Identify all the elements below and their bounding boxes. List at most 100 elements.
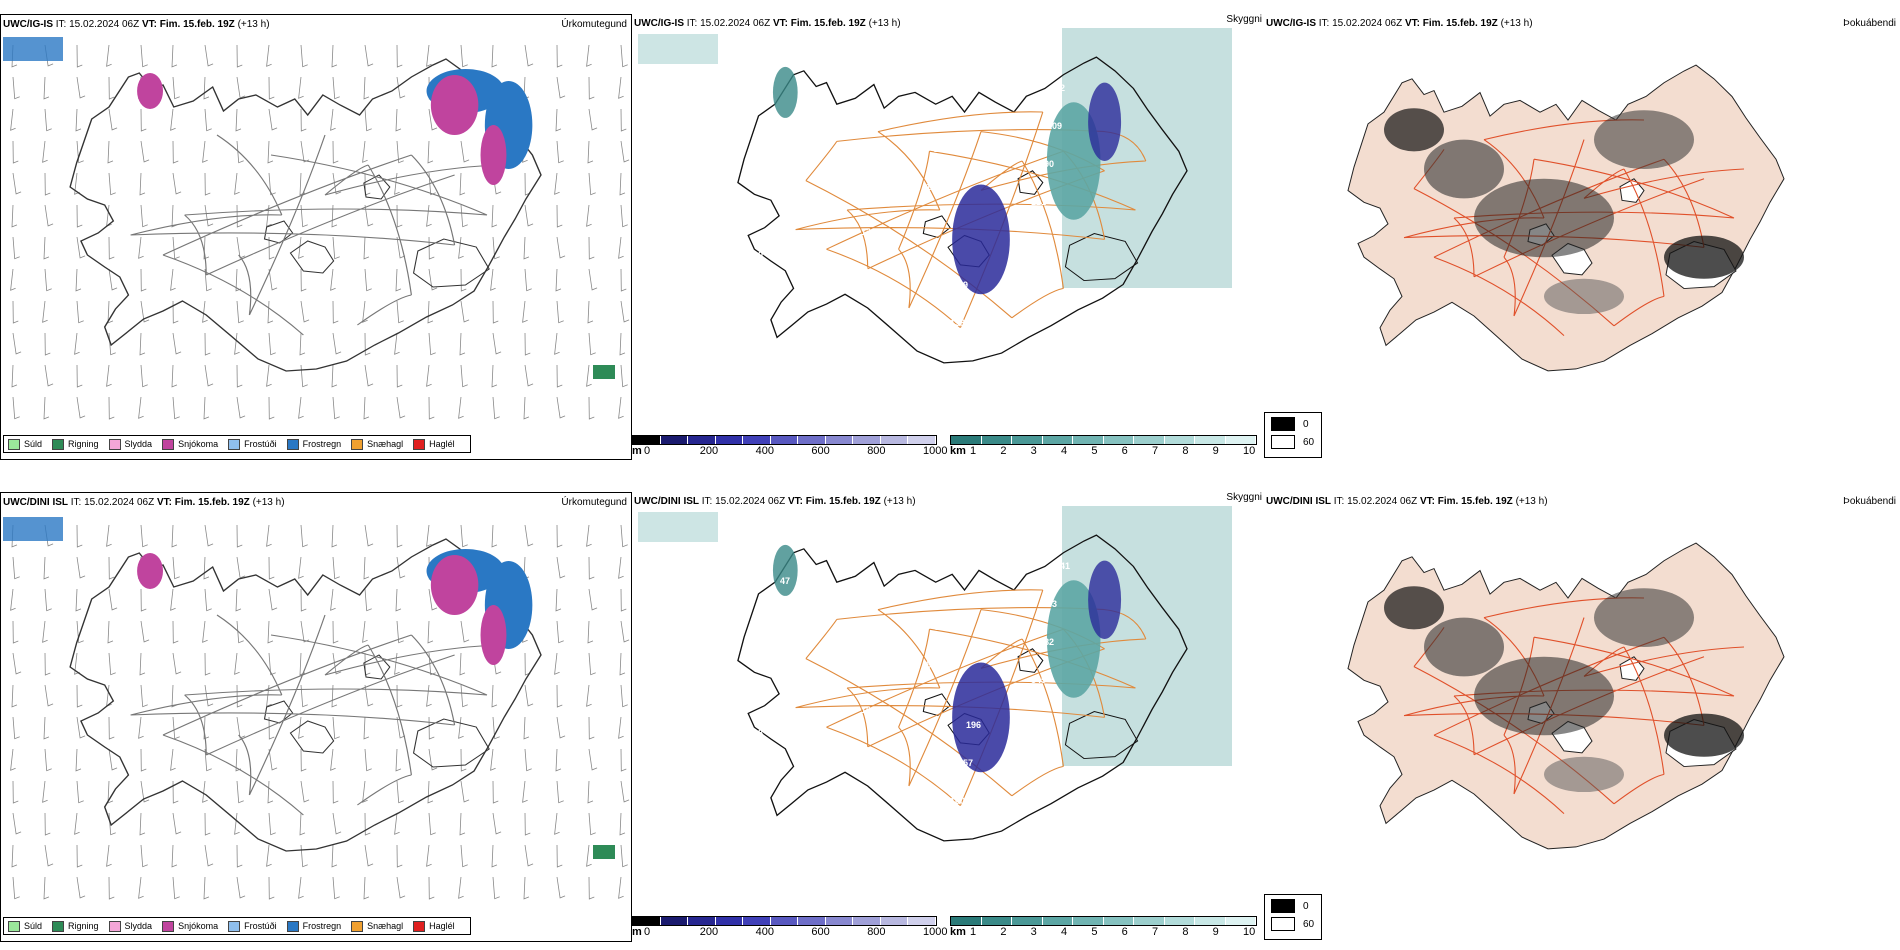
legend-label: Slydda (124, 439, 153, 449)
colorbar-segment (1195, 917, 1226, 925)
cloud-base-label: 470 (829, 607, 844, 617)
colorbar-segment (1164, 436, 1195, 444)
colorbar-segment (825, 436, 854, 444)
legend-swatch (413, 920, 426, 932)
field-area (480, 605, 507, 665)
cloud-base-label: 128 (748, 728, 763, 738)
vt-label: VT: (787, 496, 803, 507)
fog-legend: 0 60 (1264, 894, 1322, 940)
cloud-base-label: 100 (861, 705, 876, 715)
cloud-base-label: 364 (1023, 713, 1038, 723)
field-area (1664, 713, 1744, 757)
cloud-base-label: 190 (1039, 159, 1054, 169)
legend-swatch (108, 438, 121, 450)
colorbar-tick-label: 600 (811, 926, 830, 938)
it-label: IT: (686, 18, 698, 29)
precip-legend-item: Haglél (413, 920, 455, 932)
vt-value: Fim. 15.feb. 19Z (174, 497, 250, 508)
fog-legend-item: 60 (1271, 917, 1315, 931)
colorbar-segment (798, 436, 826, 444)
cloud-base-label: 112 (869, 667, 884, 677)
fog-panel-top: UWC/IG-IS IT: 15.02.2024 06Z VT: Fim. 15… (1264, 14, 1900, 460)
field-area (952, 662, 1010, 773)
legend-label: 60 (1303, 918, 1315, 930)
panel-title: Skyggni (1226, 14, 1262, 25)
legend-swatch (1271, 435, 1295, 449)
colorbar-segment (825, 917, 854, 925)
colorbar-segment (1103, 917, 1134, 925)
it-value: 15.02.2024 06Z (69, 19, 140, 30)
field-area (1088, 560, 1122, 639)
legend-swatch (162, 920, 175, 932)
it-label: IT: (55, 19, 67, 30)
colorbar-tick-label: 200 (699, 445, 719, 457)
cloud-base-label: 98 (756, 212, 766, 222)
visibility-field (638, 34, 718, 64)
legend-label: Snæhagl (367, 921, 404, 931)
precip-map-top (3, 37, 630, 420)
lead-time: (+13 h) (868, 18, 901, 29)
legend-swatch (351, 920, 364, 932)
colorbar-tick-label: 4 (1061, 926, 1068, 938)
cloud-base-label: 62 (942, 106, 952, 116)
precip-legend-item: Rigning (52, 920, 99, 932)
field-area (1384, 108, 1444, 152)
legend-swatch (413, 438, 426, 450)
legend-label: Frostúði (244, 921, 277, 931)
field-area (952, 184, 1010, 295)
colorbar-tick-label: 9 (1212, 926, 1219, 938)
legend-label: Súld (24, 921, 43, 931)
colorbar-segment (1134, 917, 1165, 925)
cloud-base-label: 93 (1047, 599, 1057, 609)
cloud-base-label: 120 (748, 250, 763, 260)
colorbar-tick-label: 400 (755, 926, 774, 938)
iceland-outline (1347, 542, 1785, 850)
precip-panel-bottom: UWC/DINI ISL IT: 15.02.2024 06Z VT: Fim.… (0, 492, 632, 942)
cloud-base-label: 12 (1055, 83, 1065, 93)
colorbar-tick-label: 600 (811, 445, 830, 457)
colorbar-segment (1042, 917, 1073, 925)
colorbar-unit: m (632, 926, 642, 938)
panel-header: UWC/DINI ISL IT: 15.02.2024 06Z VT: Fim.… (3, 497, 285, 508)
cloud-base-label: 283 (740, 766, 755, 776)
legend-swatch (228, 920, 241, 932)
colorbar-tick-label: 400 (755, 445, 774, 457)
vt-label: VT: (156, 497, 172, 508)
legend-label: Snjókoma (178, 921, 219, 931)
colorbar-ticks: km 1 2 3 4 5 6 7 8 9 10 (950, 445, 1257, 459)
precip-legend: Súld Rigning Slydda Snjókoma Frostúði Frostre… (3, 435, 471, 453)
panel-header: UWC/IG-IS IT: 15.02.2024 06Z VT: Fim. 15… (1266, 18, 1533, 29)
colorbar-segment (1195, 436, 1226, 444)
colorbar-strip (950, 916, 1257, 926)
colorbar-ticks: km 1 2 3 4 5 6 7 8 9 10 (950, 926, 1257, 940)
colorbar-tick-label: 10 (1243, 926, 1256, 938)
colorbar-segment (853, 436, 881, 444)
legend-swatch (1271, 899, 1295, 913)
colorbar-segment (743, 436, 771, 444)
precip-legend: Súld Rigning Slydda Snjókoma Frostúði Frostre… (3, 917, 471, 935)
cloud-base-colorbar: m 0 200 400 600 800 1000 (632, 916, 947, 940)
cloud-base-label: 138 (926, 182, 941, 192)
colorbar-tick-label: 800 (867, 445, 886, 457)
legend-label: Súld (24, 439, 43, 449)
legend-label: Frostregn (302, 439, 342, 449)
field-area (1046, 102, 1101, 220)
colorbar-segment (1073, 917, 1104, 925)
vt-value: Fim. 15.feb. 19Z (159, 19, 235, 30)
colorbar-segment (853, 917, 881, 925)
vt-label: VT: (1419, 496, 1435, 507)
cloud-base-label: 170 (740, 288, 755, 298)
colorbar-segment (715, 917, 744, 925)
field-area (1544, 278, 1624, 315)
cloud-base-label: 86 (845, 781, 855, 791)
cloud-base-label: 18 (764, 652, 774, 662)
precip-legend-item: Súld (8, 920, 43, 932)
legend-swatch (108, 920, 121, 932)
legend-label: Slydda (124, 921, 153, 931)
colorbar-segment (633, 917, 661, 925)
legend-label: Haglél (429, 921, 455, 931)
field-area (1046, 580, 1101, 698)
it-label: IT: (1318, 18, 1330, 29)
precip-area (593, 845, 615, 859)
field-area (772, 66, 798, 118)
